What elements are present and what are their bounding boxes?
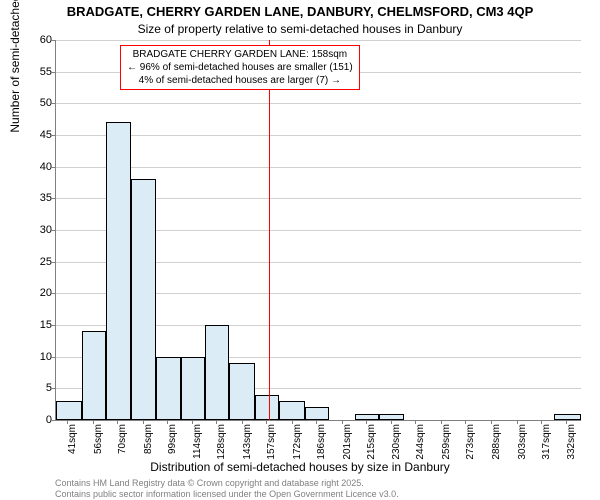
x-tick [441,420,442,424]
histogram-bar [554,414,581,420]
x-tick [292,420,293,424]
x-tick-label: 157sqm [266,424,277,474]
chart-title-main: BRADGATE, CHERRY GARDEN LANE, DANBURY, C… [0,4,600,19]
x-tick [415,420,416,424]
x-tick [566,420,567,424]
annotation-line-3: 4% of semi-detached houses are larger (7… [127,74,353,87]
x-tick [143,420,144,424]
histogram-bar [106,122,132,420]
x-tick [167,420,168,424]
y-tick-label: 35 [22,192,52,204]
x-tick-label: 128sqm [216,424,227,474]
y-tick-label: 55 [22,66,52,78]
y-tick-label: 30 [22,224,52,236]
histogram-bar [156,357,182,420]
y-tick-label: 15 [22,319,52,331]
y-tick-label: 60 [22,34,52,46]
x-tick-label: 332sqm [566,424,577,474]
footer-copyright-2: Contains public sector information licen… [55,489,399,499]
x-tick-label: 186sqm [316,424,327,474]
grid-line [56,167,581,168]
y-tick [51,262,55,263]
annotation-line-1: BRADGATE CHERRY GARDEN LANE: 158sqm [127,48,353,61]
histogram-bar [255,395,279,420]
y-tick-label: 45 [22,129,52,141]
chart-container: BRADGATE, CHERRY GARDEN LANE, DANBURY, C… [0,0,600,500]
y-tick [51,167,55,168]
chart-title-sub: Size of property relative to semi-detach… [0,22,600,36]
x-tick-label: 85sqm [143,424,154,474]
y-tick-label: 40 [22,161,52,173]
y-tick [51,40,55,41]
x-tick-label: 259sqm [441,424,452,474]
grid-line [56,103,581,104]
x-tick-label: 201sqm [342,424,353,474]
y-tick-label: 10 [22,351,52,363]
x-tick [266,420,267,424]
x-tick [67,420,68,424]
y-axis-label: Number of semi-detached properties [8,0,22,133]
histogram-bar [305,407,329,420]
x-tick [117,420,118,424]
x-tick [491,420,492,424]
histogram-bar [56,401,82,420]
histogram-bar [229,363,255,420]
y-tick [51,135,55,136]
y-tick [51,72,55,73]
histogram-bar [279,401,305,420]
x-tick-label: 70sqm [117,424,128,474]
x-tick-label: 215sqm [366,424,377,474]
y-tick-label: 25 [22,256,52,268]
x-tick-label: 41sqm [67,424,78,474]
histogram-bar [82,331,106,420]
plot-area [55,40,581,421]
x-tick [242,420,243,424]
x-tick-label: 172sqm [292,424,303,474]
histogram-bar [205,325,229,420]
histogram-bar [181,357,205,420]
x-tick-label: 99sqm [167,424,178,474]
y-tick [51,357,55,358]
x-tick-label: 317sqm [541,424,552,474]
x-tick-label: 114sqm [192,424,203,474]
y-tick-label: 50 [22,97,52,109]
x-tick [93,420,94,424]
x-tick-label: 288sqm [491,424,502,474]
x-tick [465,420,466,424]
y-tick-label: 20 [22,287,52,299]
marker-line [269,40,270,420]
footer-copyright-1: Contains HM Land Registry data © Crown c… [55,478,364,488]
x-tick-label: 273sqm [465,424,476,474]
x-tick-label: 230sqm [391,424,402,474]
x-tick-label: 303sqm [517,424,528,474]
x-tick-label: 56sqm [93,424,104,474]
x-tick [517,420,518,424]
x-tick [541,420,542,424]
x-tick [316,420,317,424]
x-tick [366,420,367,424]
grid-line [56,135,581,136]
y-tick [51,103,55,104]
annotation-line-2: ← 96% of semi-detached houses are smalle… [127,61,353,74]
x-tick [216,420,217,424]
y-tick-label: 5 [22,382,52,394]
x-tick [391,420,392,424]
y-tick [51,198,55,199]
grid-line [56,40,581,41]
y-tick-label: 0 [22,414,52,426]
y-tick [51,293,55,294]
y-tick [51,230,55,231]
x-tick [192,420,193,424]
x-tick-label: 143sqm [242,424,253,474]
y-tick [51,388,55,389]
x-tick [342,420,343,424]
y-tick [51,420,55,421]
histogram-bar [131,179,155,420]
y-tick [51,325,55,326]
annotation-box: BRADGATE CHERRY GARDEN LANE: 158sqm← 96%… [120,45,360,90]
x-tick-label: 244sqm [415,424,426,474]
